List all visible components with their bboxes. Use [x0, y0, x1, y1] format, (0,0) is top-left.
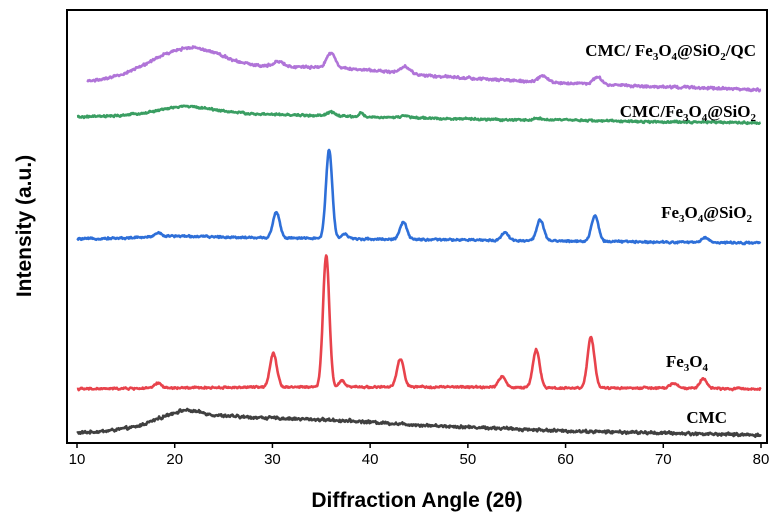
x-axis-label: Diffraction Angle (2θ): [311, 489, 522, 512]
series-layer: [76, 45, 762, 439]
x-tick-label: 30: [264, 451, 281, 468]
label-subscript: 2: [720, 51, 726, 63]
y-axis-label: Intensity (a.u.): [13, 155, 36, 297]
series-label: CMC: [686, 408, 727, 427]
plot-border: [66, 9, 768, 444]
label-text: O: [689, 102, 702, 121]
label-subscript: 3: [679, 213, 685, 225]
x-tick-label: 10: [69, 451, 86, 468]
series-line: [76, 407, 762, 439]
label-text: Fe: [661, 203, 679, 222]
x-tick-label: 20: [166, 451, 183, 468]
label-text: O: [658, 41, 671, 60]
x-tick-label: 80: [753, 451, 770, 468]
label-text: O: [689, 352, 702, 371]
label-subscript: 4: [702, 112, 708, 124]
series-line: [76, 254, 762, 392]
label-subscript: 3: [683, 112, 689, 124]
label-subscript: 4: [698, 213, 704, 225]
series-label: CMC/ Fe3O4@SiO2/QC: [585, 41, 756, 63]
label-subscript: 3: [684, 362, 690, 374]
x-tick-label: 70: [655, 451, 672, 468]
label-subscript: 2: [747, 213, 753, 225]
label-subscript: 3: [653, 51, 659, 63]
series-line: [76, 148, 762, 246]
label-text: O: [685, 203, 698, 222]
label-text: /QC: [725, 41, 756, 60]
label-subscript: 4: [672, 51, 678, 63]
label-text: CMC/ Fe: [585, 41, 653, 60]
x-tick-label: 40: [362, 451, 379, 468]
label-text: CMC/Fe: [620, 102, 684, 121]
label-text: @SiO: [703, 203, 746, 222]
label-text: CMC: [686, 408, 727, 427]
series-label: Fe3O4@SiO2: [661, 203, 752, 225]
label-text: Fe: [666, 352, 684, 371]
label-text: @SiO: [707, 102, 750, 121]
x-axis-ticks: 10 20 30 40 50 60 70 80: [69, 443, 770, 468]
x-tick-label: 50: [460, 451, 477, 468]
label-subscript: 2: [751, 112, 757, 124]
series-label: CMC/Fe3O4@SiO2: [620, 102, 757, 124]
plot-area: [66, 9, 768, 444]
series-line: [86, 45, 762, 93]
series-label: Fe3O4: [666, 352, 709, 374]
label-text: @SiO: [677, 41, 720, 60]
label-subscript: 4: [703, 362, 709, 374]
series-line: [76, 104, 762, 126]
x-tick-label: 60: [557, 451, 574, 468]
